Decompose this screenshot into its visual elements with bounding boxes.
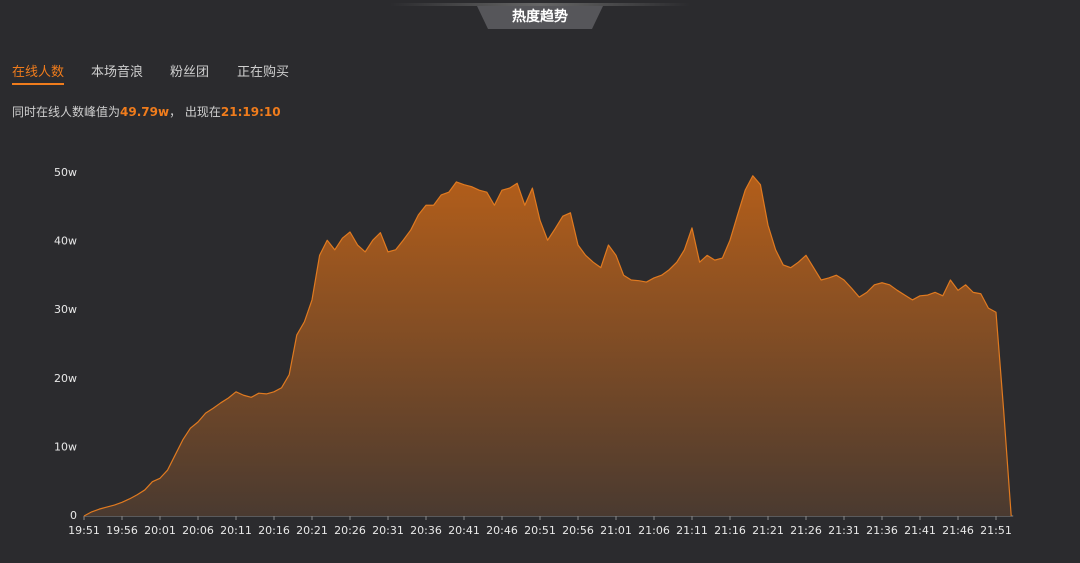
header-rule	[390, 3, 690, 6]
summary: 同时在线人数峰值为49.79w， 出现在21:19:10	[12, 103, 281, 120]
y-tick-label: 10w	[54, 440, 77, 453]
x-tick-label: 21:16	[714, 524, 746, 537]
x-tick-label: 20:56	[562, 524, 594, 537]
tab[interactable]: 在线人数	[12, 61, 65, 85]
x-tick-label: 20:01	[144, 524, 176, 537]
x-tick-label: 20:21	[296, 524, 328, 537]
x-tick-label: 21:01	[600, 524, 632, 537]
tab[interactable]: 本场音浪	[91, 65, 144, 80]
plot: 0 10w 20w 30w 40w 50w 19:51 19:56 20:01 20:06 20:1…	[54, 166, 1014, 537]
x-tick-label: 20:41	[448, 524, 480, 537]
x-tick-label: 21:31	[828, 524, 860, 537]
y-tick-label: 40w	[54, 235, 77, 248]
y-tick-label: 20w	[54, 372, 77, 385]
x-tick-label: 21:11	[676, 524, 708, 537]
x-tick-label: 19:56	[106, 524, 138, 537]
header-title: 热度趋势	[512, 8, 568, 25]
tab[interactable]: 粉丝团	[170, 65, 210, 80]
x-tick-label: 21:06	[638, 524, 670, 537]
y-tick-label: 50w	[54, 166, 77, 179]
peak-value: 49.79w	[120, 105, 170, 119]
x-tick-label: 21:46	[942, 524, 974, 537]
x-tick-label: 21:41	[904, 524, 936, 537]
x-tick-label: 20:46	[486, 524, 518, 537]
x-tick-label: 21:26	[790, 524, 822, 537]
summary-text: ， 出现在	[169, 105, 221, 119]
x-tick-label: 19:51	[68, 524, 100, 537]
x-tick-label: 20:06	[182, 524, 214, 537]
tab[interactable]: 正在购买	[237, 65, 290, 80]
summary-text: 同时在线人数峰值为	[12, 105, 121, 119]
y-tick-label: 0	[70, 509, 77, 522]
x-tick-label: 21:21	[752, 524, 784, 537]
y-tick-label: 30w	[54, 303, 77, 316]
x-tick-label: 20:26	[334, 524, 366, 537]
header-tab	[477, 6, 603, 29]
x-tick-label: 20:11	[220, 524, 252, 537]
x-tick-label: 20:16	[258, 524, 290, 537]
x-tick-label: 21:36	[866, 524, 898, 537]
line	[83, 175, 1012, 517]
x-tick-label: 21:51	[980, 524, 1012, 537]
peak-time: 21:19:10	[220, 105, 281, 119]
x-tick-label: 20:31	[372, 524, 404, 537]
x-tick-label: 20:36	[410, 524, 442, 537]
area	[84, 175, 1012, 516]
x-tick-label: 20:51	[524, 524, 556, 537]
